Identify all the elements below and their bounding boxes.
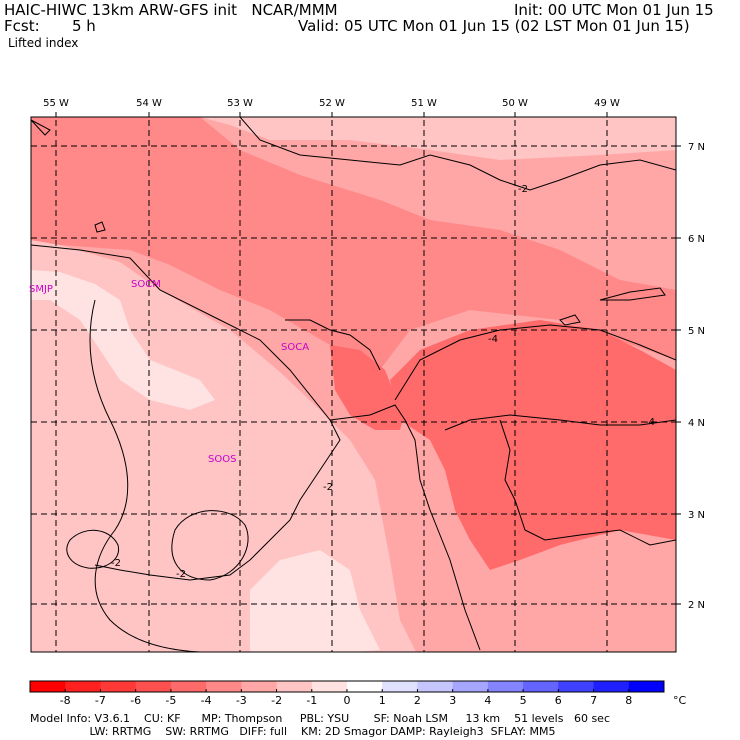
lat-lon-grid [31,117,676,652]
color-bar-tick-label: 6 [555,694,562,707]
near-white-patch [31,270,215,410]
lat-label: 7 N [688,142,705,153]
color-bar-segment [558,681,594,692]
lon-label: 54 W [136,98,162,109]
map-frame [30,116,677,653]
lat-label: 5 N [688,326,705,337]
lon-label: 52 W [319,98,345,109]
contours [31,117,676,652]
color-bar-tick-label: -2 [271,694,282,707]
color-bar-labels: -8 -7 -6 -5 -4 -3 -2 -1 0 1 2 3 4 5 6 7 8 [60,694,633,707]
station-label: SOOS [208,454,236,465]
field-name: Lifted index [8,36,79,50]
contour-label: -2 [176,569,186,580]
color-bar-segment [417,681,454,692]
station-label: SOCA [281,342,309,353]
color-bar-segment [65,681,101,692]
lon-label: 53 W [227,98,253,109]
west-darker-region [31,117,676,370]
color-bar-segment [241,681,277,692]
color-bar-tick-label: 0 [344,694,351,707]
color-bar-segment [170,681,207,692]
tick-marks [55,112,681,605]
north-strip [200,117,676,160]
lon-label: 51 W [411,98,437,109]
color-bar-segment [276,681,313,692]
color-bar-tick-label: -7 [95,694,106,707]
color-bar-segment [100,681,137,692]
init-time: Init: 00 UTC Mon 01 Jun 15 [514,1,714,19]
lat-label: 2 N [688,600,705,611]
color-bar-segment [523,681,559,692]
color-bar-tick-label: -5 [165,694,176,707]
color-bar-tick-label: 5 [520,694,527,707]
contour-label: -4 [488,334,498,345]
color-bar-tick-label: -1 [306,694,317,707]
color-bar-tick-label: 7 [590,694,597,707]
contour-label: -2 [111,558,121,569]
color-bar-segment [487,681,524,692]
color-bar-tick-label: -8 [60,694,71,707]
contour-label: -2 [518,184,528,195]
model-info-line2: LW: RRTMG SW: RRTMG DIFF: full KM: 2D Sm… [30,725,556,738]
valid-time: Valid: 05 UTC Mon 01 Jun 15 (02 LST Mon … [298,17,690,35]
color-bar-tick-label: -6 [130,694,141,707]
color-bar-tick-label: 2 [414,694,421,707]
lat-label: 4 N [688,418,705,429]
color-bar-tick-label: 3 [449,694,456,707]
color-bar-segment [593,681,630,692]
color-bar-tick-label: 4 [484,694,491,707]
model-title: HAIC-HIWC 13km ARW-GFS init NCAR/MMM [4,1,338,19]
model-info-line1: Model Info: V3.6.1 CU: KF MP: Thompson P… [30,712,610,725]
color-bar-tick-label: -3 [236,694,247,707]
contour-label: -4 [645,417,655,428]
color-bar-segment [382,681,418,692]
color-bar-tick-label: -4 [201,694,212,707]
forecast-hour: 5 h [72,17,96,35]
color-bar-segment [452,681,489,692]
forecast-label: Fcst: [4,17,40,35]
contour-label: -2 [323,482,333,493]
lat-label: 6 N [688,234,705,245]
near-white-patch-south [250,550,380,652]
color-bar-tick-label: 1 [379,694,386,707]
lat-label: 3 N [688,510,705,521]
station-label: SMJP [29,284,53,295]
color-bar [29,680,665,693]
east-core-region [390,320,676,570]
color-bar-segment [206,681,242,692]
color-bar-segment [135,681,172,692]
color-bar-segment [347,681,383,692]
color-bar-segment [628,681,665,692]
lon-label: 49 W [594,98,620,109]
unit-label: °C [673,694,687,707]
color-bar-segment [30,681,66,692]
station-label: SOCM [131,279,161,290]
lon-label: 55 W [43,98,69,109]
color-bar-tick-label: 8 [625,694,632,707]
lon-label: 50 W [502,98,528,109]
color-bar-segment [311,681,348,692]
